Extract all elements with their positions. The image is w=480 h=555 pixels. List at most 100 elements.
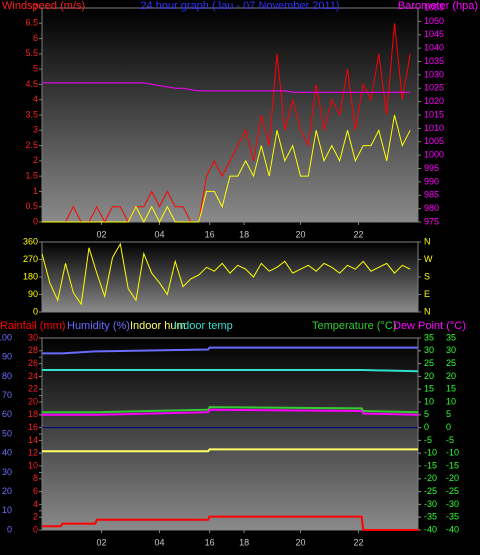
legend-label: Indoor temp [174, 320, 233, 332]
plot-area [41, 7, 419, 223]
y-tick-label: 10 [2, 505, 12, 515]
y-tick-label: 0.5 [25, 201, 38, 211]
y-tick-label: 1000 [424, 150, 444, 160]
y-tick-label: 18 [28, 409, 38, 419]
legend-label: Dew Point (°C) [393, 320, 466, 332]
y-tick-label: 10 [446, 396, 456, 406]
y-tick-label: 1 [33, 186, 38, 196]
series-line [42, 346, 418, 355]
y-tick-label: 15 [424, 384, 434, 394]
y-tick-label: 60 [2, 409, 12, 419]
y-tick-label: 1020 [424, 96, 444, 106]
y-tick-label: 26 [28, 358, 38, 368]
y-tick-label: 20 [28, 396, 38, 406]
y-tick-label: 8 [33, 473, 38, 483]
x-tick-label: 20 [295, 229, 305, 239]
x-tick-label: 02 [97, 537, 107, 547]
y-tick-label: 0 [7, 524, 12, 534]
y-tick-label: 14 [28, 435, 38, 445]
y-tick-label: 40 [2, 448, 12, 458]
x-tick-label: 22 [353, 537, 363, 547]
y-tick-label: 0 [33, 216, 38, 226]
y-tick-label: -20 [424, 473, 437, 483]
y-tick-label: -10 [424, 448, 437, 458]
y2-axis-label: Barometer (hpa) [398, 0, 478, 12]
y-tick-label: 980 [424, 203, 439, 213]
y-tick-label: 6 [33, 33, 38, 43]
legend-label: Temperature (°C) [312, 320, 396, 332]
y-tick-label: 0 [446, 422, 451, 432]
y-tick-label: 1005 [424, 136, 444, 146]
legend-label: Rainfall (mm) [0, 320, 65, 332]
y-tick-label: 90 [28, 289, 38, 299]
y-tick-label: 30 [28, 332, 38, 342]
chart-title: 24 hour graph (Jau - 07 November 2011) [140, 0, 339, 12]
y-tick-label: -20 [446, 473, 459, 483]
y-tick-label: N [424, 236, 431, 246]
y-tick-label: 1.5 [25, 171, 38, 181]
y-tick-label: 20 [2, 486, 12, 496]
y-tick-label: -25 [446, 486, 459, 496]
y-tick-label: 270 [23, 254, 38, 264]
series-line [42, 406, 419, 414]
series-line [41, 242, 411, 306]
y-tick-label: 10 [28, 460, 38, 470]
y-tick-label: 1025 [424, 83, 444, 93]
y-tick-label: 50 [2, 428, 12, 438]
y-tick-label: 5 [424, 409, 429, 419]
legend-label: Humidity (%) [67, 320, 130, 332]
x-tick-label: 22 [353, 229, 363, 239]
y-tick-label: 0 [424, 422, 429, 432]
series-line [42, 515, 418, 531]
y-tick-label: 6.5 [25, 18, 38, 28]
y-tick-label: 4.5 [25, 79, 38, 89]
y-tick-label: -30 [446, 499, 459, 509]
y-tick-label: 1015 [424, 109, 444, 119]
y-tick-label: -35 [424, 512, 437, 522]
x-tick-label: 16 [205, 229, 215, 239]
y-tick-label: -15 [446, 460, 459, 470]
y-tick-label: 6 [33, 486, 38, 496]
y-tick-label: 15 [446, 384, 456, 394]
y-tick-label: 30 [424, 345, 434, 355]
y-tick-label: 100 [0, 332, 12, 342]
y-tick-label: 25 [424, 358, 434, 368]
y-tick-label: 5 [446, 409, 451, 419]
y-tick-label: 30 [446, 345, 456, 355]
series-line [42, 82, 411, 93]
y-tick-label: -5 [446, 435, 454, 445]
y-tick-label: 990 [424, 176, 439, 186]
y-tick-label: N [424, 306, 431, 316]
y-axis-label: Windspeed (m/s) [2, 0, 85, 12]
y-tick-label: 70 [2, 390, 12, 400]
y-tick-label: 20 [446, 371, 456, 381]
x-tick-label: 18 [239, 537, 249, 547]
series-line [42, 114, 411, 224]
y-tick-label: 985 [424, 190, 439, 200]
series-line [42, 369, 419, 373]
y-tick-label: 975 [424, 216, 439, 226]
x-tick-label: 16 [205, 537, 215, 547]
legend-label: Indoor hum [130, 320, 186, 332]
series-line [42, 408, 419, 416]
y-tick-label: 28 [28, 345, 38, 355]
x-tick-label: 04 [154, 229, 164, 239]
y-tick-label: 7 [33, 2, 38, 12]
y-tick-label: 10 [424, 396, 434, 406]
y-tick-label: -40 [446, 524, 459, 534]
y-tick-label: 30 [2, 467, 12, 477]
y-tick-label: -25 [424, 486, 437, 496]
y-tick-label: -5 [424, 435, 432, 445]
y-tick-label: 1050 [424, 16, 444, 26]
y-tick-label: E [424, 289, 430, 299]
y-tick-label: -15 [424, 460, 437, 470]
y-tick-label: 0 [33, 306, 38, 316]
y-tick-label: 90 [2, 352, 12, 362]
y-tick-label: 2 [33, 512, 38, 522]
y-tick-label: 3 [33, 125, 38, 135]
y-tick-label: 4 [33, 94, 38, 104]
y-tick-label: 2 [33, 155, 38, 165]
y-tick-label: -35 [446, 512, 459, 522]
y-tick-label: 1045 [424, 29, 444, 39]
